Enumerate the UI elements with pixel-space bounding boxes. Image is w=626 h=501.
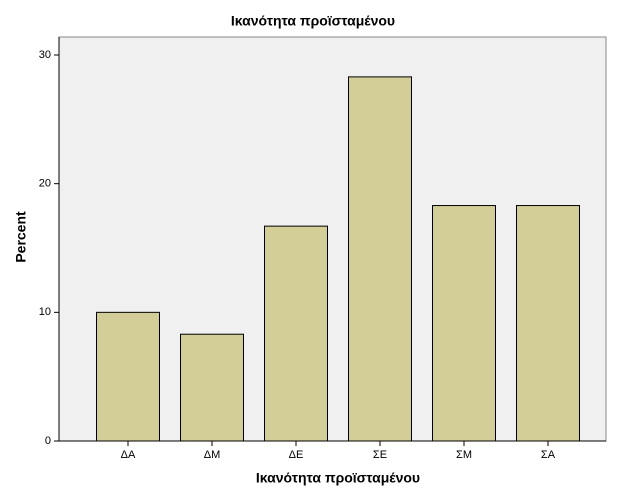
y-tick-label: 10: [39, 306, 51, 318]
bar: [180, 333, 244, 442]
x-tick-label: ΣΑ: [541, 449, 556, 461]
y-axis-title: Percent: [13, 211, 29, 263]
x-tick-label: ΔΑ: [121, 449, 136, 461]
x-axis-title: Ικανότητα προϊσταμένου: [256, 470, 420, 486]
y-tick-label: 0: [45, 435, 51, 447]
y-tick-label: 30: [39, 49, 51, 61]
bar: [348, 76, 412, 442]
y-tick-label: 20: [39, 178, 51, 190]
chart-title: Ικανότητα προϊσταμένου: [231, 13, 395, 29]
x-tick-label: ΔΜ: [204, 449, 221, 461]
x-tick-label: ΣΕ: [373, 449, 387, 461]
x-tick-label: ΔΕ: [289, 449, 304, 461]
bar: [516, 205, 580, 442]
bar: [96, 311, 160, 442]
bar: [264, 225, 328, 442]
x-tick-label: ΣΜ: [456, 449, 472, 461]
bar: [432, 205, 496, 442]
